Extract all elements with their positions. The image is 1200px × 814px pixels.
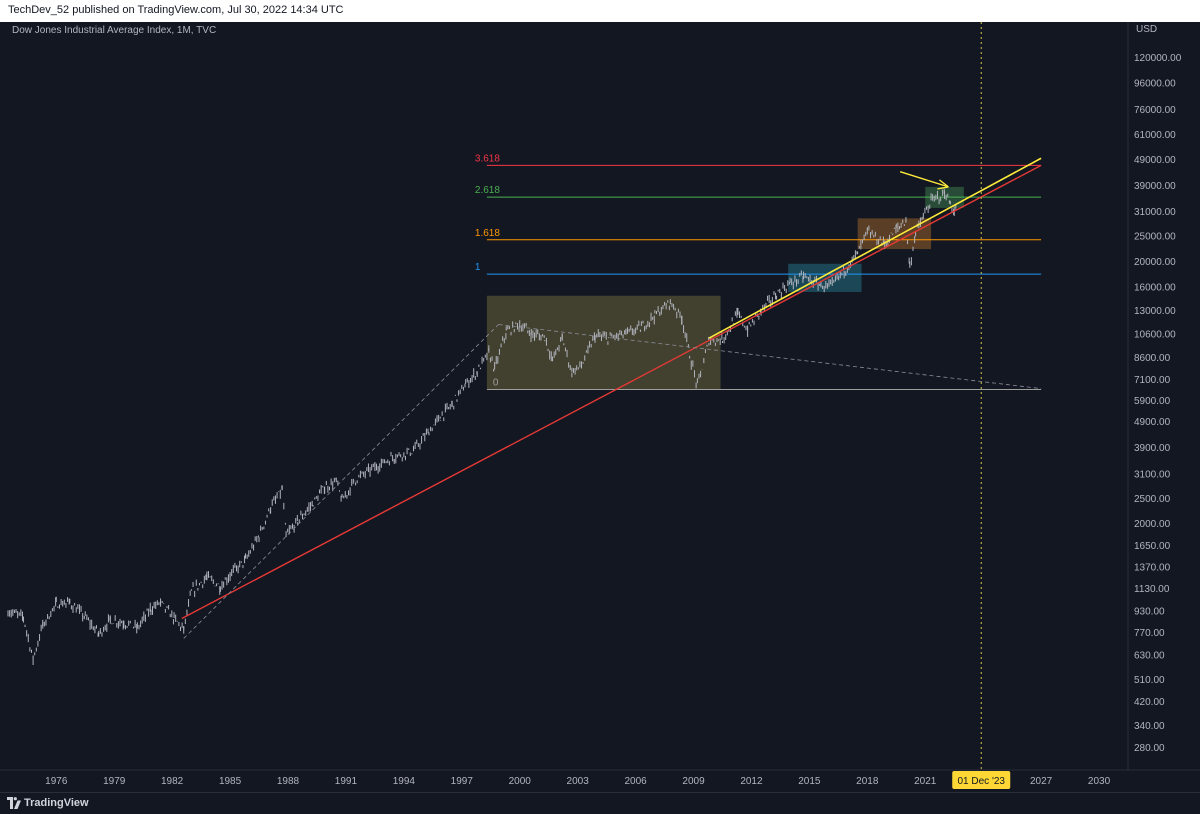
fib-label-1: 1 [475, 262, 481, 273]
teal-box [788, 263, 862, 292]
x-tick-label: 2015 [798, 776, 821, 787]
dashed-line [498, 324, 1042, 389]
y-tick-label: 280.00 [1134, 743, 1165, 754]
marker-badge [952, 771, 1011, 789]
y-tick-label: 96000.00 [1134, 78, 1176, 89]
arrow-annotation [899, 171, 949, 190]
y-tick-label: 39000.00 [1134, 181, 1176, 192]
y-tick-label: 630.00 [1134, 651, 1165, 662]
x-tick-label: 2003 [567, 776, 590, 787]
axes: USD120000.0096000.0076000.0061000.004900… [0, 22, 1200, 787]
y-tick-label: 1130.00 [1134, 584, 1170, 595]
x-tick-label: 1976 [45, 776, 68, 787]
arrow-head [937, 179, 949, 190]
y-tick-label: 7100.00 [1134, 375, 1171, 386]
y-tick-label: 25000.00 [1134, 232, 1176, 243]
fib-label-0: 0 [493, 377, 499, 388]
y-tick-label: 5900.00 [1134, 396, 1171, 407]
x-tick-label: 2018 [856, 776, 879, 787]
x-tick-label: 1985 [219, 776, 242, 787]
x-tick-label: 1994 [393, 776, 416, 787]
y-tick-label: 8600.00 [1134, 353, 1171, 364]
fib-label-1-618: 1.618 [475, 228, 500, 239]
trend-lines [181, 157, 1042, 639]
price-series [7, 188, 957, 666]
y-tick-label: 3900.00 [1134, 443, 1171, 454]
x-tick-label: 2006 [624, 776, 647, 787]
x-tick-label: 1997 [451, 776, 474, 787]
y-tick-label: 2500.00 [1134, 494, 1171, 505]
chart-area[interactable] [0, 22, 1200, 792]
x-tick-label: 2027 [1030, 776, 1053, 787]
y-tick-label: 2000.00 [1134, 519, 1171, 530]
y-tick-label: 13000.00 [1134, 306, 1176, 317]
date-marker: 01 Dec '23 [952, 22, 1011, 789]
y-tick-label: 510.00 [1134, 675, 1165, 686]
olive-box [486, 295, 721, 390]
fib-label-3-618: 3.618 [475, 153, 500, 164]
y-tick-label: 1650.00 [1134, 541, 1171, 552]
footer-brand: TradingView [24, 797, 89, 809]
y-tick-label: 31000.00 [1134, 207, 1176, 218]
y-tick-label: 16000.00 [1134, 282, 1176, 293]
fibonacci-levels: 3.618 2.618 1.618 1 0 [475, 153, 1042, 390]
y-tick-label: 120000.00 [1134, 53, 1182, 64]
publish-info: TechDev_52 published on TradingView.com,… [8, 4, 344, 16]
arrow-shaft [899, 171, 949, 188]
y-tick-label: 770.00 [1134, 628, 1165, 639]
tradingview-logo-icon [7, 797, 21, 809]
x-tick-label: 2000 [509, 776, 532, 787]
instrument-title: Dow Jones Industrial Average Index, 1M, … [12, 25, 217, 36]
annotation-boxes [486, 186, 964, 390]
y-tick-label: 61000.00 [1134, 130, 1176, 141]
currency-label: USD [1136, 24, 1157, 35]
x-tick-label: 1979 [103, 776, 126, 787]
y-tick-label: 340.00 [1134, 721, 1165, 732]
y-tick-label: 420.00 [1134, 697, 1165, 708]
y-tick-label: 76000.00 [1134, 105, 1176, 116]
marker-badge-label: 01 Dec '23 [957, 776, 1005, 787]
dashed-line [183, 324, 499, 639]
y-tick-label: 20000.00 [1134, 257, 1176, 268]
y-tick-label: 3100.00 [1134, 469, 1171, 480]
x-tick-label: 1982 [161, 776, 184, 787]
x-tick-label: 2012 [740, 776, 763, 787]
y-tick-label: 1370.00 [1134, 562, 1171, 573]
x-tick-label: 2030 [1088, 776, 1111, 787]
x-tick-label: 2021 [914, 776, 937, 787]
x-tick-label: 1988 [277, 776, 300, 787]
x-tick-label: 2009 [682, 776, 705, 787]
y-tick-label: 49000.00 [1134, 155, 1176, 166]
x-tick-label: 1991 [335, 776, 358, 787]
red-trendline [181, 164, 1042, 620]
fib-label-2-618: 2.618 [475, 185, 500, 196]
footer: TradingView [0, 792, 1200, 814]
y-tick-label: 10600.00 [1134, 329, 1176, 340]
yellow-trendline [708, 157, 1042, 339]
price-chart[interactable]: 3.618 2.618 1.618 1 0 01 Dec '23 USD 120000.0… [0, 22, 1200, 792]
y-tick-label: 4900.00 [1134, 417, 1171, 428]
y-tick-label: 930.00 [1134, 606, 1165, 617]
publish-header: TechDev_52 published on TradingView.com,… [0, 0, 1200, 22]
